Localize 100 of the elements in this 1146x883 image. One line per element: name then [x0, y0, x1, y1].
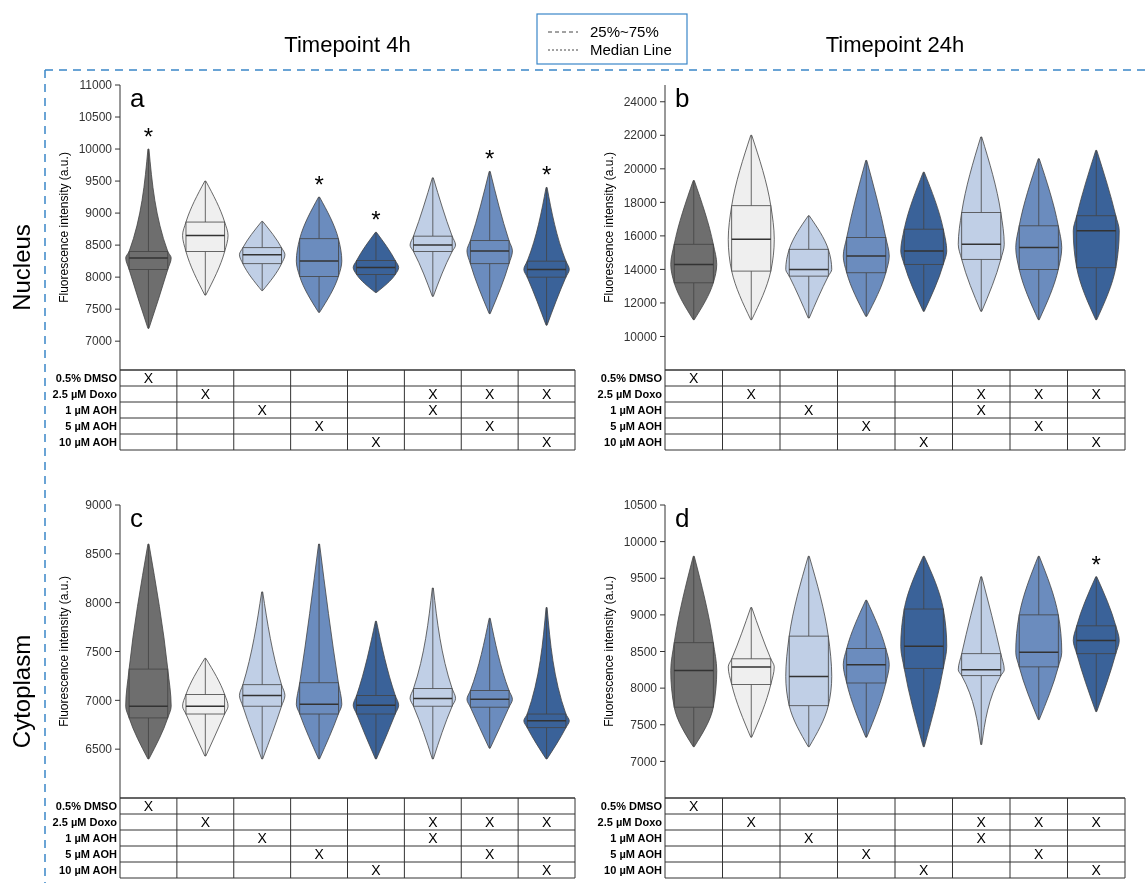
chart-title: Timepoint 4h: [284, 32, 411, 57]
text: X: [976, 386, 986, 403]
text: X: [1091, 434, 1101, 451]
y-tick-label: 0.5% DMSO: [55, 799, 118, 812]
y-tick-label: 10500: [78, 110, 113, 125]
text: X: [371, 434, 381, 451]
y-tick-label: 5 µM AOH: [65, 419, 118, 432]
text: X: [976, 402, 986, 419]
text: X: [428, 402, 438, 419]
text: X: [1091, 814, 1101, 831]
y-tick-label: 12000: [623, 296, 658, 311]
text: *: [1091, 550, 1101, 578]
y-tick-label: 10000: [623, 329, 658, 344]
text: *: [314, 171, 324, 199]
y-tick-label: 20000: [623, 162, 658, 177]
y-tick-label: 0.5% DMSO: [55, 371, 118, 384]
text: X: [541, 386, 552, 403]
y-tick-label: 10 µM AOH: [604, 863, 663, 876]
y-tick-label: 7500: [85, 644, 113, 659]
text: X: [1034, 814, 1044, 831]
text: X: [143, 798, 154, 815]
y-tick-label: 0.5% DMSO: [600, 371, 663, 384]
y-tick-label: 1 µM AOH: [65, 831, 118, 844]
annotation: b: [675, 83, 690, 113]
y-tick-label: 22000: [623, 128, 658, 143]
text: *: [541, 161, 552, 189]
y-axis-title: Fluorescence intensity (a.u.): [602, 576, 616, 727]
text: X: [428, 814, 438, 831]
text: *: [371, 206, 381, 234]
y-tick-label: 1 µM AOH: [65, 403, 118, 416]
text: X: [485, 418, 495, 435]
text: X: [804, 830, 814, 847]
y-tick-label: 6500: [85, 742, 113, 757]
text: X: [143, 370, 154, 387]
text: X: [804, 402, 814, 419]
y-tick-label: 2.5 µM Doxo: [52, 387, 118, 400]
y-tick-label: 5 µM AOH: [65, 847, 118, 860]
y-tick-label: 1 µM AOH: [610, 831, 663, 844]
text: X: [257, 830, 267, 847]
text: X: [314, 846, 324, 863]
y-tick-label: 9000: [85, 498, 113, 513]
y-tick-label: 14000: [623, 262, 658, 277]
text: X: [919, 862, 929, 879]
y-tick-label: 8500: [85, 547, 113, 562]
y-axis-title: Fluorescence intensity (a.u.): [57, 152, 71, 303]
text: X: [257, 402, 267, 419]
y-tick-label: 7000: [630, 754, 658, 769]
y-tick-label: 10000: [623, 534, 658, 549]
annotation: d: [675, 503, 690, 533]
text: X: [976, 814, 986, 831]
text: X: [1091, 862, 1101, 879]
y-tick-label: 2.5 µM Doxo: [52, 815, 118, 828]
y-tick-label: 10 µM AOH: [59, 435, 118, 448]
y-tick-label: 8000: [630, 681, 658, 696]
text: X: [541, 434, 552, 451]
y-tick-label: 8000: [85, 595, 113, 610]
y-tick-label: 10000: [78, 142, 113, 157]
y-tick-label: 9500: [85, 174, 113, 189]
text: X: [689, 798, 699, 815]
text: X: [1091, 386, 1101, 403]
y-tick-label: 7000: [85, 693, 113, 708]
y-axis-title: Fluorescence intensity (a.u.): [57, 576, 71, 727]
text: X: [314, 418, 324, 435]
y-tick-label: 9000: [85, 206, 113, 221]
text: Nucleus: [8, 224, 35, 311]
text: X: [689, 370, 699, 387]
text: X: [541, 862, 552, 879]
text: X: [371, 862, 381, 879]
y-tick-label: 8500: [85, 238, 113, 253]
text: X: [746, 386, 756, 403]
text: X: [485, 814, 495, 831]
text: X: [919, 434, 929, 451]
chart-title: Timepoint 24h: [825, 32, 965, 57]
text: 25%~75%: [590, 23, 659, 41]
y-tick-label: 10 µM AOH: [59, 863, 118, 876]
text: X: [976, 830, 986, 847]
text: X: [1034, 386, 1044, 403]
y-tick-label: 7500: [630, 717, 658, 732]
text: *: [485, 145, 495, 173]
y-tick-label: 16000: [623, 229, 658, 244]
y-tick-label: 7000: [85, 334, 113, 349]
text: X: [861, 846, 871, 863]
text: X: [861, 418, 871, 435]
text: X: [1034, 418, 1044, 435]
y-tick-label: 5 µM AOH: [610, 847, 663, 860]
y-tick-label: 10500: [623, 498, 658, 513]
text: Median Line: [590, 41, 672, 59]
text: *: [143, 123, 154, 151]
text: X: [746, 814, 756, 831]
y-tick-label: 2.5 µM Doxo: [597, 815, 663, 828]
y-axis-title: Fluorescence intensity (a.u.): [602, 152, 616, 303]
text: X: [200, 814, 210, 831]
y-tick-label: 9500: [630, 571, 658, 586]
text: X: [485, 846, 495, 863]
y-tick-label: 18000: [623, 195, 658, 210]
text: X: [428, 830, 438, 847]
text: Cytoplasm: [8, 634, 35, 749]
y-tick-label: 0.5% DMSO: [600, 799, 663, 812]
text: X: [1034, 846, 1044, 863]
y-tick-label: 11000: [79, 78, 113, 93]
